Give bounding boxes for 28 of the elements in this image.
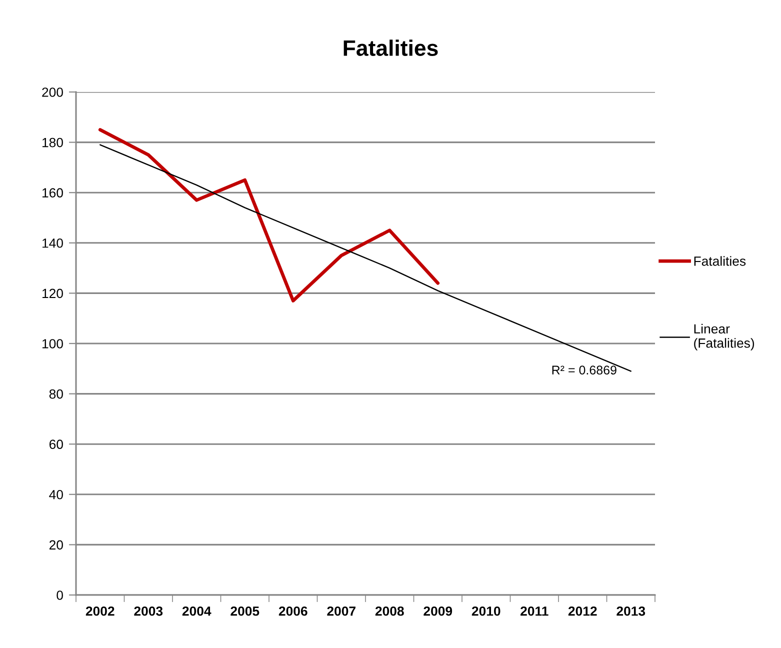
y-tick-label: 40: [49, 490, 63, 500]
y-tick-label: 140: [42, 238, 63, 248]
x-tick-label: 2006: [278, 606, 308, 616]
y-tick-label: 60: [49, 440, 63, 450]
chart-title: Fatalities: [344, 40, 438, 56]
y-tick-label: 200: [42, 88, 63, 97]
y-tick-label: 80: [49, 389, 63, 399]
line-series: [98, 128, 440, 302]
annotation: R² = 0.6869: [552, 366, 616, 375]
x-tick-label: 2012: [568, 606, 597, 616]
x-tick-label: 2010: [472, 606, 500, 616]
legend-label: Fatalities: [694, 256, 746, 266]
x-tick-label: 2009: [424, 606, 452, 616]
x-tick-label: 2013: [616, 606, 646, 616]
x-tick-label: 2011: [520, 606, 548, 616]
x-tick-label: 2002: [86, 606, 114, 616]
y-tick-label: 180: [42, 138, 63, 148]
x-tick-label: 2004: [182, 606, 212, 616]
y-tick-label: 100: [42, 339, 63, 348]
x-tick-label: 2005: [230, 606, 260, 616]
x-tick-label: 2007: [327, 606, 356, 616]
y-tick-label: 0: [56, 590, 63, 600]
y-tick-label: 160: [42, 188, 63, 198]
legend-label: Linear (Fatalities): [694, 324, 754, 350]
y-tick-label: 20: [49, 540, 63, 550]
x-tick-label: 2003: [134, 606, 163, 616]
y-tick-label: 120: [42, 288, 63, 298]
x-tick-label: 2008: [375, 606, 404, 616]
